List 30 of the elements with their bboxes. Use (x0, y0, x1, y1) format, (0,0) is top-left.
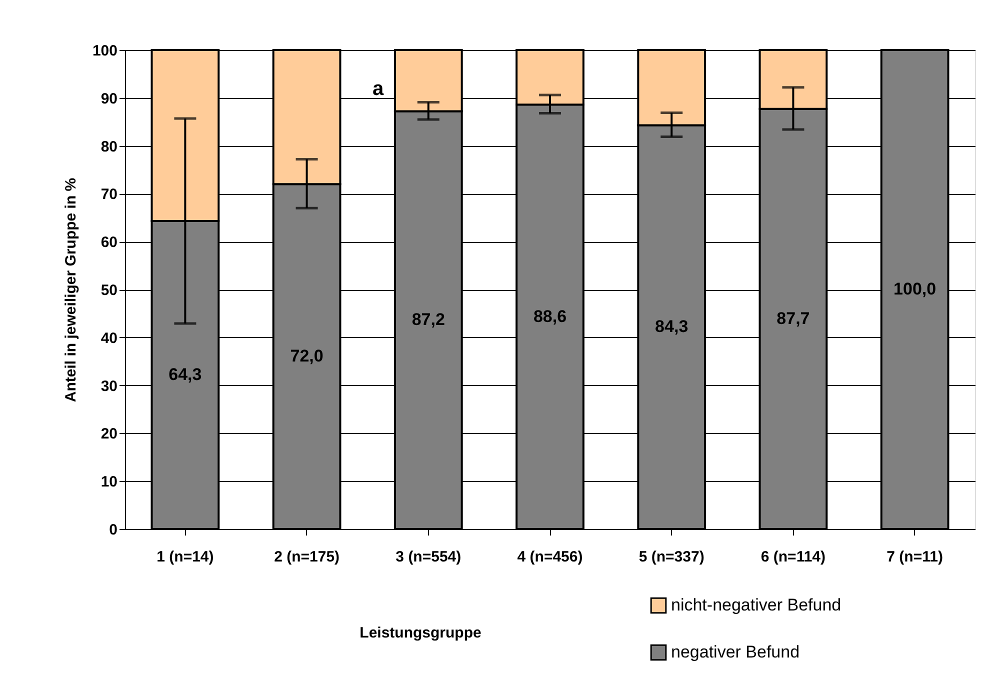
y-tick-label: 40 (100, 330, 118, 347)
y-tick-label: 90 (100, 90, 118, 108)
y-tick-label: 30 (100, 378, 118, 395)
x-tick-label: 1 (n=14) (156, 548, 214, 566)
data-label: 72,0 (290, 346, 324, 366)
y-tick-label: 100 (92, 42, 118, 60)
x-tick-label: 3 (n=554) (396, 548, 462, 566)
y-tick-label: 20 (100, 426, 118, 443)
y-tick-label: 50 (100, 282, 118, 299)
data-label: 88,6 (533, 306, 567, 326)
data-label: 84,3 (655, 317, 688, 336)
x-tick-label: 5 (n=337) (638, 548, 704, 566)
legend-label: nicht-negativer Befund (671, 596, 842, 614)
y-tick-label: 10 (100, 474, 118, 491)
y-tick-label: 70 (100, 186, 118, 204)
data-label: 100,0 (894, 280, 936, 298)
x-axis-title: Leistungsgruppe (360, 624, 482, 642)
legend-label: negativer Befund (671, 642, 800, 662)
y-axis-title: Anteil in jeweiliger Gruppe in % (62, 178, 80, 402)
y-tick-label: 0 (109, 522, 118, 538)
y-tick-label: 60 (100, 234, 118, 252)
x-tick-label: 4 (n=456) (517, 548, 583, 566)
x-tick-label: 7 (n=11) (886, 548, 943, 566)
x-tick-label: 6 (n=114) (760, 548, 826, 566)
annotation: a (372, 78, 384, 100)
data-label: 87,7 (776, 308, 810, 328)
data-label: 87,2 (412, 310, 445, 330)
y-tick-label: 80 (100, 138, 118, 156)
x-tick-label: 2 (n=175) (274, 548, 340, 566)
data-label: 64,3 (168, 365, 202, 384)
